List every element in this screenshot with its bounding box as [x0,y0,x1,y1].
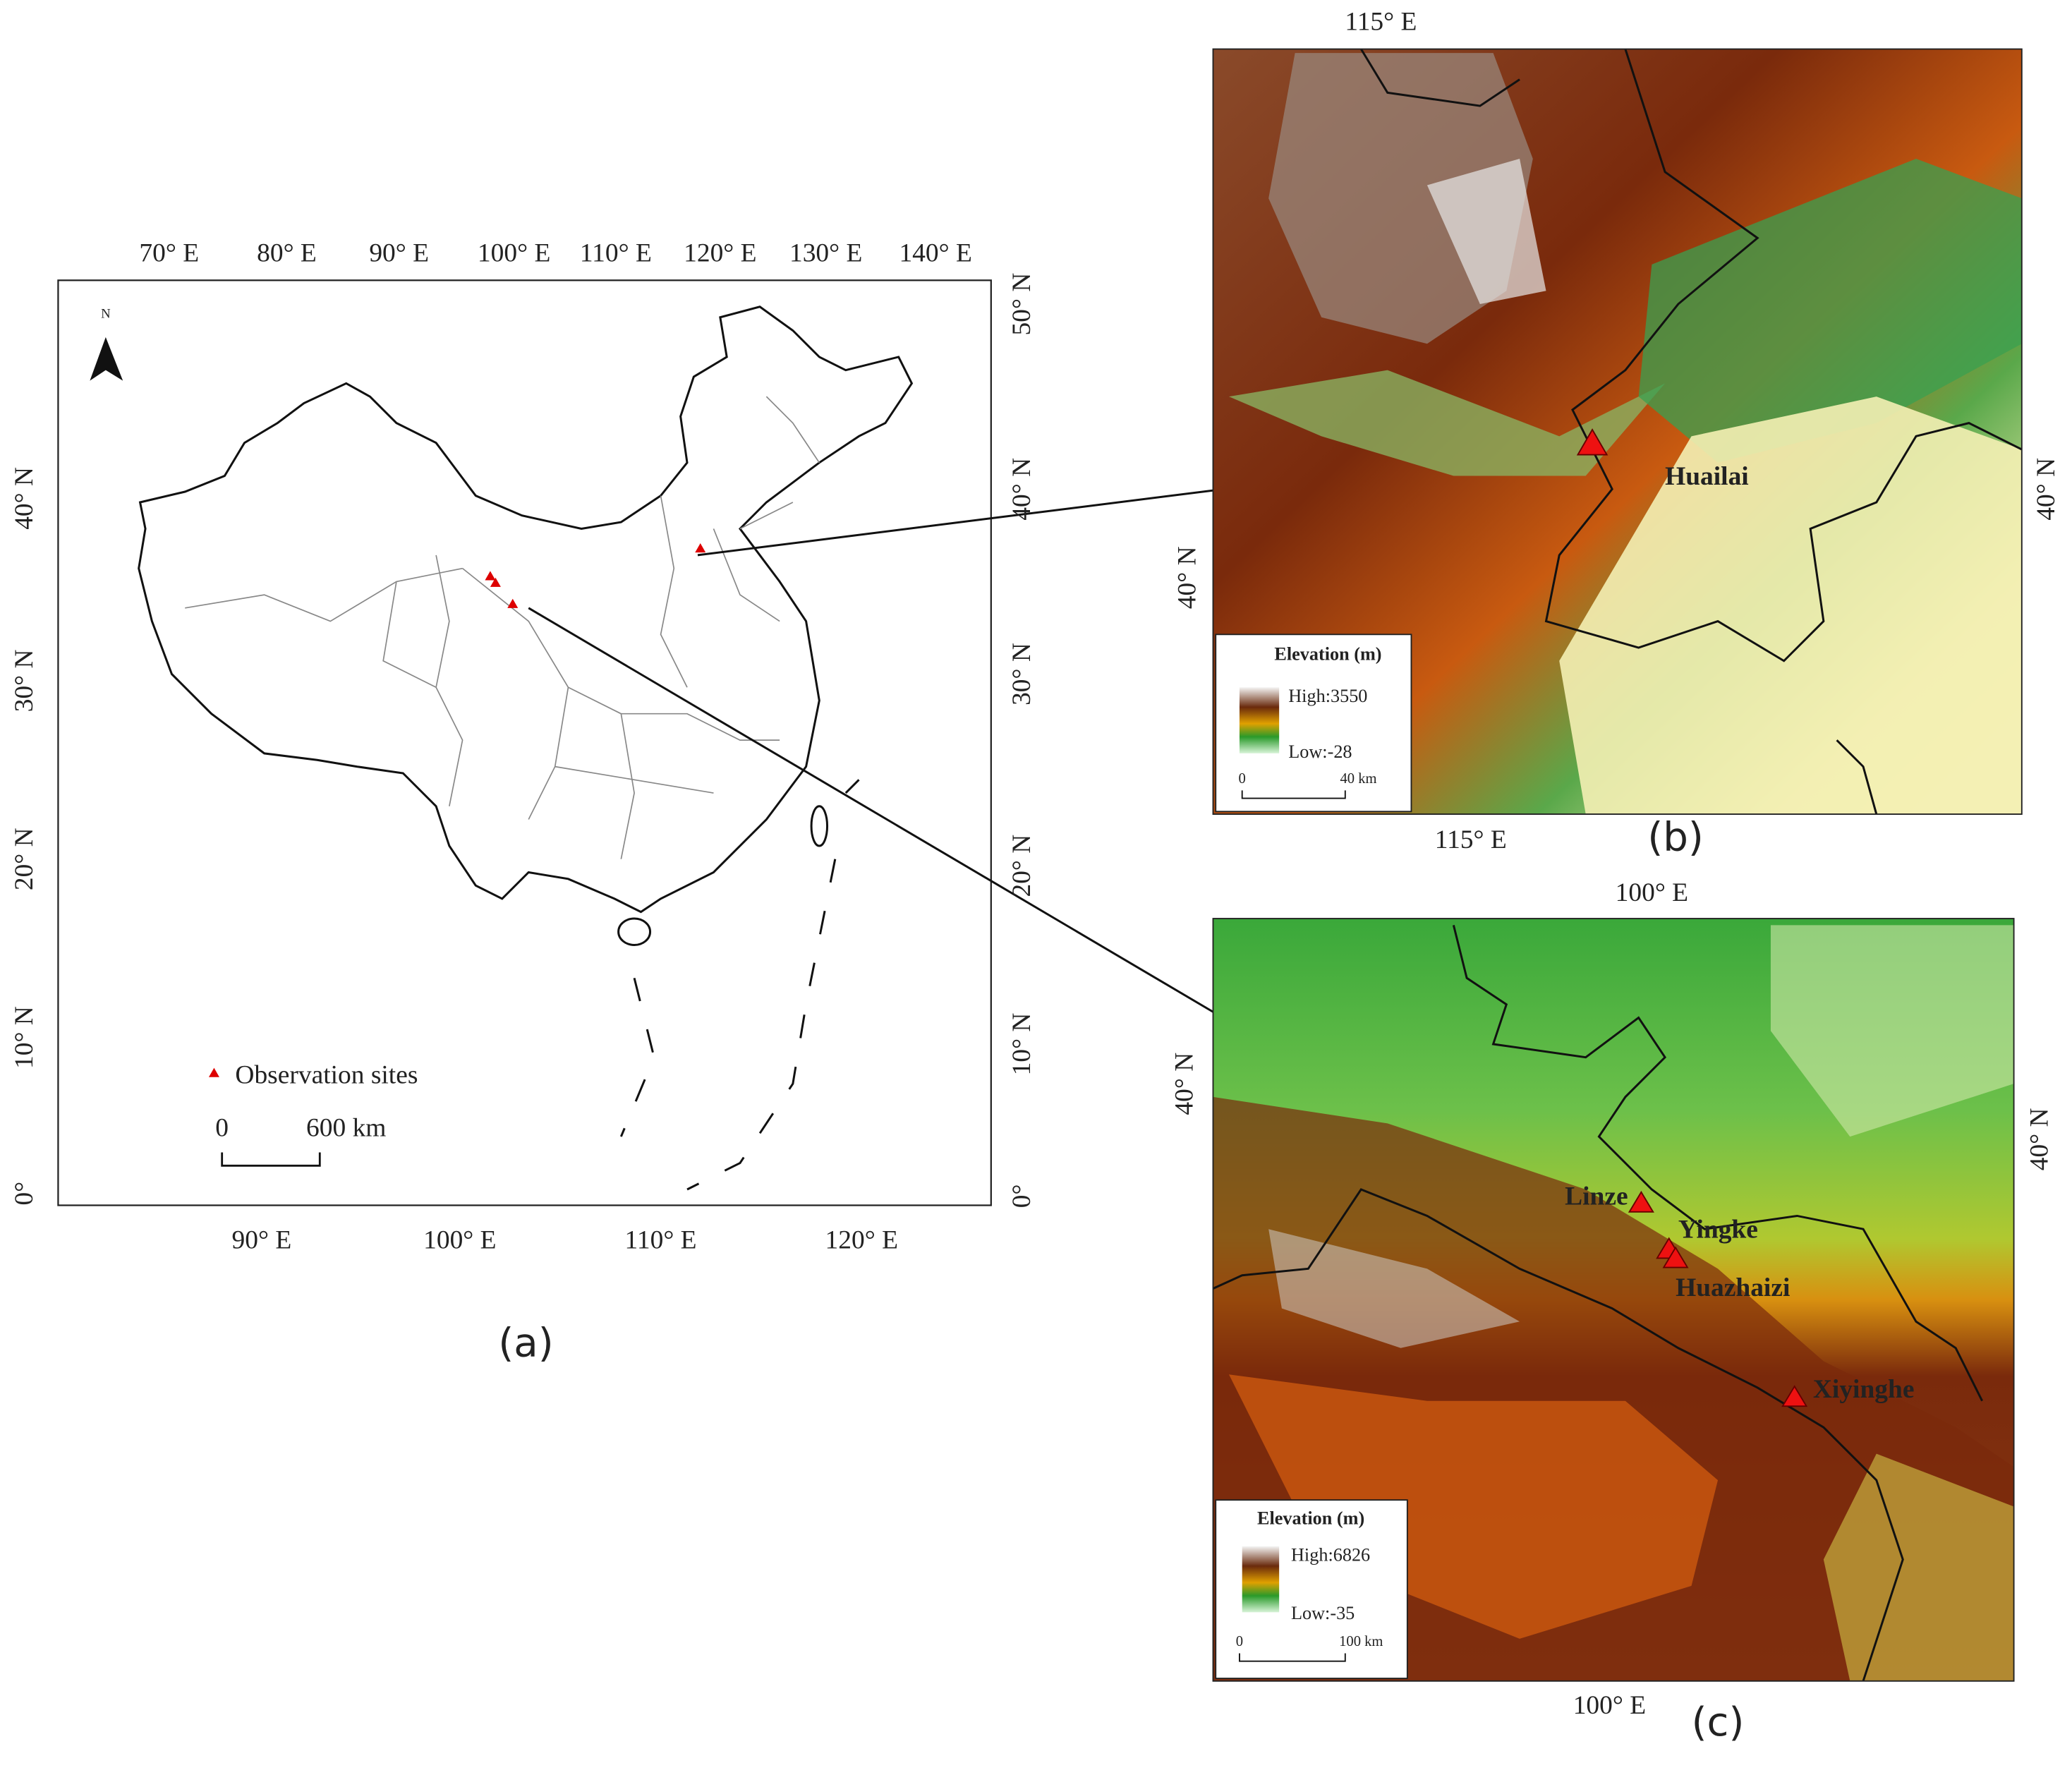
island [617,917,652,946]
terrain-desert [1770,925,2014,1137]
site-label: Huailai [1665,462,1749,491]
legend-title: Elevation (m) [1257,1508,1364,1528]
axis-label: 40° N [2032,458,2061,521]
panel-label: (a) [498,1321,553,1367]
axis-label: 30° N [1007,643,1036,705]
terrain-peak [1268,1229,1520,1348]
axis-label: 110° E [625,1226,697,1255]
site-label: Xiyinghe [1813,1375,1915,1404]
scale-bar [221,1152,321,1167]
panel-label: (c) [1692,1700,1745,1745]
terrain-basin [1823,1453,2014,1681]
scale-label: 40 km [1340,771,1377,787]
axis-label: 100° E [423,1226,496,1255]
axis-label: 115° E [1435,825,1507,854]
terrain-plain [1638,158,2022,463]
axis-label: 100° E [478,238,550,267]
panel-label: (b) [1647,814,1704,860]
axis-label: 90° E [369,238,429,267]
map-frame [1212,48,2023,815]
admin-boundary [1359,48,2023,815]
site-marker [1662,1246,1689,1268]
site-marker [507,598,519,608]
site-marker [485,571,496,581]
legend-high: High:3550 [1288,686,1367,706]
site-label: Huazhaizi [1676,1273,1790,1302]
province-lines [185,396,820,859]
legend-low: Low:-28 [1288,741,1352,762]
axis-label: 30° N [10,649,39,712]
axis-label: 20° N [1007,835,1036,897]
axis-label: 120° E [684,238,756,267]
maritime-boundary [619,779,860,1191]
axis-label: 120° E [825,1226,898,1255]
axis-label: 70° E [139,238,199,267]
axis-label: 40° N [10,467,39,530]
terrain-plateau [1228,1374,1719,1639]
site-marker [1781,1385,1808,1407]
north-label: N [101,306,111,321]
axis-label: 20° N [10,828,39,890]
legend-low: Low:-35 [1291,1603,1355,1623]
axis-label: 40° N [2025,1108,2054,1170]
scale-label: 0 [215,1113,229,1142]
scale-label: 100 km [1339,1634,1383,1649]
site-marker [208,1067,219,1077]
scale-bar [1241,790,1346,799]
legend-ramp [1239,687,1280,753]
map-frame [57,279,992,1206]
axis-label: 10° N [10,1006,39,1069]
island [810,805,829,847]
axis-label: 40° N [1007,458,1036,521]
scale-bar [1239,1653,1346,1662]
scale-label: 0 [1239,771,1246,787]
axis-labels: 70° E 80° E 90° E 100° E 110° E 120° E 130° E 1… [10,238,1036,1254]
legend-title: Elevation (m) [1274,643,1381,664]
scale-label: 600 km [306,1113,386,1142]
legend-high: High:6826 [1291,1545,1370,1565]
site-marker [695,543,706,553]
site-marker [490,577,501,587]
axis-label: 0° [10,1182,39,1206]
axis-label: 100° E [1573,1691,1646,1720]
axis-label: 130° E [789,238,862,267]
terrain-valley [1228,370,1666,476]
site-label: Linze [1565,1182,1628,1211]
map-frame [1212,918,2015,1682]
axis-label: 10° N [1007,1013,1036,1076]
scale-label: 0 [1236,1634,1243,1649]
admin-boundary [1212,925,1983,1682]
axis-label: 50° N [1007,273,1036,336]
legend-label: Observation sites [235,1060,418,1089]
axis-label: 140° E [899,238,971,267]
site-markers [1628,1190,1808,1407]
site-label: Yingke [1678,1216,1758,1244]
axis-label: 40° N [1170,1053,1199,1115]
axis-label: 90° E [232,1226,292,1255]
site-marker [1576,428,1608,456]
axis-label: 0° [1007,1185,1036,1208]
terrain-peak [1426,158,1546,305]
site-marker [1628,1190,1654,1213]
site-markers [208,543,706,1077]
terrain-lowland [1559,396,2022,815]
country-outline [138,305,914,914]
axis-label: 40° N [1173,546,1201,609]
axis-label: 80° E [257,238,317,267]
north-arrow [90,337,123,381]
axis-label: 110° E [580,238,652,267]
axis-label: 115° E [1345,8,1417,37]
legend-ramp [1242,1546,1280,1613]
axis-label: 100° E [1616,878,1688,907]
